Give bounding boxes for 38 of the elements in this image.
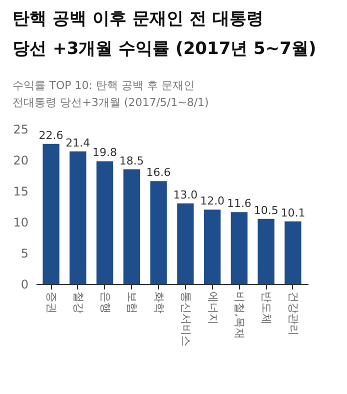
x-tick-label: 화학 bbox=[152, 292, 166, 314]
bar bbox=[230, 212, 248, 284]
bar bbox=[96, 161, 114, 284]
data-label: 22.6 bbox=[38, 128, 64, 142]
x-tick-label: 은행 bbox=[98, 292, 112, 314]
bar bbox=[258, 218, 274, 284]
bar bbox=[204, 210, 221, 284]
bar bbox=[123, 169, 140, 284]
data-label: 10.5 bbox=[254, 204, 278, 217]
chart-title: 탄핵 공백 이후 문재인 전 대통령 당선 +3개월 수익률 (2017년 5~7월) bbox=[12, 9, 316, 59]
x-tick-label: 건강관리 bbox=[286, 292, 300, 336]
bar bbox=[177, 203, 194, 284]
data-label: 19.8 bbox=[92, 146, 118, 160]
y-tick-label: 5 bbox=[20, 246, 28, 260]
data-label: 12.0 bbox=[200, 194, 225, 208]
chart-subtitle: 수익률 TOP 10: 탄핵 공백 후 문재인 전대통령 당선+3개월 (2017/5/1~8/1) bbox=[12, 79, 209, 109]
bar bbox=[70, 151, 86, 284]
y-tick-label: 10 bbox=[13, 216, 28, 230]
data-label: 11.6 bbox=[226, 197, 252, 210]
data-label: 21.4 bbox=[66, 136, 90, 150]
y-tick-label: 20 bbox=[13, 154, 28, 168]
y-tick-label: 0 bbox=[20, 278, 28, 292]
x-tick-label: 에너지 bbox=[206, 292, 220, 324]
bar bbox=[150, 181, 167, 284]
data-label: 18.5 bbox=[119, 154, 144, 168]
x-tick-label: 반도체 bbox=[260, 292, 274, 324]
x-tick-label: 철강 bbox=[72, 292, 85, 314]
y-tick-label: 15 bbox=[13, 184, 28, 198]
x-tick-label: 비철,목재 bbox=[233, 292, 246, 339]
data-label: 13.0 bbox=[173, 188, 198, 202]
x-tick-label: 증권 bbox=[45, 292, 58, 314]
x-tick-label: 통신서비스 bbox=[179, 292, 192, 346]
y-tick-label: 25 bbox=[13, 122, 28, 136]
bar bbox=[284, 221, 302, 284]
bar bbox=[42, 144, 60, 284]
data-label: 10.1 bbox=[280, 206, 306, 220]
data-label: 16.6 bbox=[146, 166, 171, 180]
x-tick-label: 보험 bbox=[126, 292, 139, 314]
